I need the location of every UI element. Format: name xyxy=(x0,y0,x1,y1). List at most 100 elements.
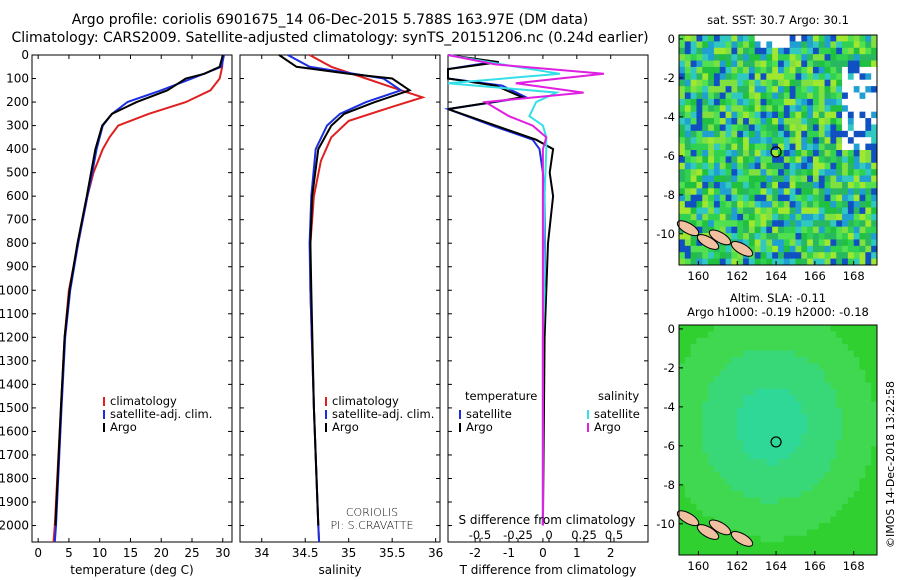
map-cell xyxy=(684,124,692,132)
map-cell xyxy=(847,220,855,228)
map-cell xyxy=(725,220,732,228)
map-cell xyxy=(748,239,756,247)
map-cell xyxy=(801,137,808,145)
y-tick-label: 1200 xyxy=(0,330,29,344)
map-cell xyxy=(847,162,855,170)
map-cell xyxy=(702,548,709,556)
map-cell xyxy=(713,471,721,479)
map-cell xyxy=(836,169,843,177)
map-cell xyxy=(743,124,750,132)
map-cell xyxy=(713,66,721,74)
y-tick-label: 1000 xyxy=(0,283,29,297)
map-cell xyxy=(859,118,866,125)
map-cell xyxy=(679,491,686,498)
temperature-xtick-label: 10 xyxy=(92,546,107,560)
map-cell xyxy=(690,510,697,518)
map-cell xyxy=(754,105,762,113)
map-cell xyxy=(847,491,855,498)
map-cell xyxy=(783,245,791,253)
map-cell xyxy=(818,137,826,145)
map-cell xyxy=(836,337,843,345)
map-cell xyxy=(789,60,796,68)
map-cell xyxy=(824,548,831,556)
map-cell xyxy=(690,181,697,189)
map-cell xyxy=(842,433,849,441)
map-cell xyxy=(708,124,715,132)
map-cell xyxy=(865,111,872,119)
map-cell xyxy=(702,395,709,403)
map-cell xyxy=(754,395,762,403)
map-cell xyxy=(830,414,837,422)
map-cell xyxy=(824,369,831,377)
map-cell xyxy=(789,484,796,492)
map-cell xyxy=(766,245,773,253)
map-cell xyxy=(719,60,727,68)
map-cell xyxy=(748,497,756,505)
map-cell xyxy=(824,92,831,100)
map-cell xyxy=(795,529,802,537)
map-cell xyxy=(778,331,785,339)
map-cell xyxy=(737,169,744,177)
map-cell xyxy=(853,433,861,441)
map-cell xyxy=(807,337,814,345)
map-cell xyxy=(842,337,849,345)
map-cell xyxy=(684,503,692,511)
map-cell xyxy=(842,150,849,157)
map-cell xyxy=(830,54,837,62)
map-cell xyxy=(824,169,831,177)
map-cell xyxy=(760,233,767,240)
map-cell xyxy=(713,325,721,332)
map-cell xyxy=(708,213,715,221)
map-cell xyxy=(789,529,796,537)
map-cell xyxy=(748,92,756,100)
map-cell xyxy=(754,478,762,486)
map-cell xyxy=(713,440,721,447)
map-cell xyxy=(702,503,709,511)
map-cell xyxy=(754,239,762,247)
map-cell xyxy=(766,344,773,352)
map-cell xyxy=(783,181,791,189)
map-cell xyxy=(766,252,773,260)
map-cell xyxy=(708,510,715,518)
map-cell xyxy=(679,86,686,93)
map-cell xyxy=(719,388,727,396)
map-cell xyxy=(679,420,686,428)
map-cell xyxy=(748,459,756,467)
map-cell xyxy=(748,523,756,530)
map-cell xyxy=(789,433,796,441)
map-cell xyxy=(818,194,826,202)
map-cell xyxy=(865,363,872,371)
map-cell xyxy=(783,156,791,164)
map-cell xyxy=(801,503,808,511)
map-cell xyxy=(871,226,878,234)
map-cell xyxy=(783,137,791,145)
map-cell xyxy=(812,446,820,454)
map-cell xyxy=(766,440,773,447)
map-cell xyxy=(801,41,808,49)
map-cell xyxy=(772,542,779,550)
map-cell xyxy=(708,98,715,106)
map-cell xyxy=(737,207,744,215)
sat-sst-map-frame xyxy=(678,34,878,266)
difference-frame xyxy=(447,54,649,543)
map-cell xyxy=(737,363,744,371)
map-cell xyxy=(865,331,872,339)
map-cell xyxy=(743,98,750,106)
map-cell xyxy=(719,535,727,543)
map-cell xyxy=(702,188,709,196)
map-cell xyxy=(871,239,878,247)
map-cell xyxy=(853,137,861,145)
map-cell xyxy=(690,369,697,377)
map-cell xyxy=(871,325,878,332)
map-cell xyxy=(731,169,738,177)
map-cell xyxy=(725,188,732,196)
map-cell xyxy=(754,41,762,49)
map-cell xyxy=(754,376,762,383)
map-cell xyxy=(807,143,814,151)
map-cell xyxy=(789,213,796,221)
map-cell xyxy=(818,156,826,164)
map-cell xyxy=(865,523,872,530)
map-cell xyxy=(731,188,738,196)
map-cell xyxy=(859,401,866,409)
map-cell xyxy=(789,344,796,352)
